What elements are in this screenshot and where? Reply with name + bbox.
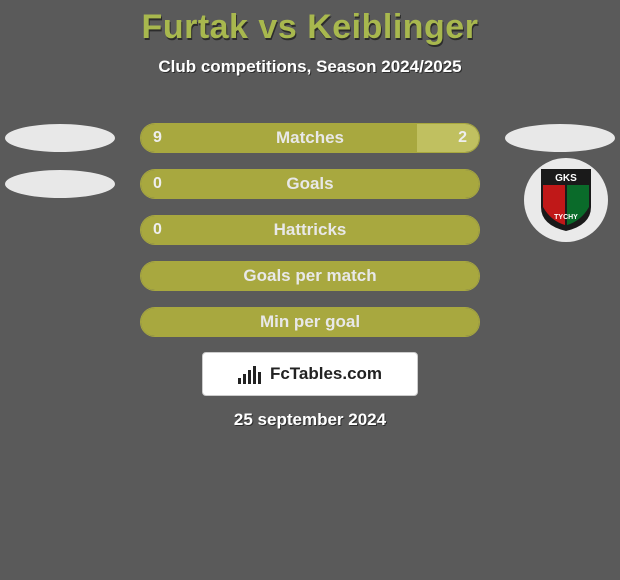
- row-goals-per-match: Goals per match: [0, 258, 620, 304]
- title-left: Furtak: [142, 8, 249, 46]
- brand-text: FcTables.com: [270, 364, 382, 384]
- fctables-logo-icon: [238, 364, 264, 384]
- bar-value-right: 2: [458, 129, 467, 147]
- bar-seg-left: 9: [141, 124, 417, 152]
- bar-seg-left: 0: [141, 170, 479, 198]
- brand-box: FcTables.com: [202, 352, 418, 396]
- page-title: Furtak vs Keiblinger: [0, 0, 620, 47]
- row-min-per-goal: Min per goal: [0, 304, 620, 350]
- subtitle: Club competitions, Season 2024/2025: [0, 57, 620, 77]
- date-text: 25 september 2024: [0, 410, 620, 430]
- title-vs: vs: [258, 8, 297, 46]
- bar-seg-right: 2: [417, 124, 479, 152]
- bar-value-left: 0: [153, 221, 162, 239]
- title-right: Keiblinger: [307, 8, 478, 46]
- bar-value-left: 9: [153, 129, 162, 147]
- right-ellipse: [505, 124, 615, 152]
- bar-seg-left: 0: [141, 216, 479, 244]
- row-goals: 0 Goals GKS TYCHY: [0, 166, 620, 212]
- badge-top-text: GKS: [555, 173, 577, 184]
- stat-bar: 9 2 Matches: [140, 123, 480, 153]
- bar-value-left: 0: [153, 175, 162, 193]
- stat-bar: 0 Goals: [140, 169, 480, 199]
- left-ellipse: [5, 170, 115, 198]
- stat-bar: Min per goal: [140, 307, 480, 337]
- bar-seg-left: [141, 308, 479, 336]
- row-matches: 9 2 Matches: [0, 120, 620, 166]
- row-hattricks: 0 Hattricks: [0, 212, 620, 258]
- bar-seg-left: [141, 262, 479, 290]
- stat-bar: 0 Hattricks: [140, 215, 480, 245]
- left-ellipse: [5, 124, 115, 152]
- comparison-rows: 9 2 Matches 0 Goals: [0, 120, 620, 350]
- stat-bar: Goals per match: [140, 261, 480, 291]
- content-root: Furtak vs Keiblinger Club competitions, …: [0, 0, 620, 580]
